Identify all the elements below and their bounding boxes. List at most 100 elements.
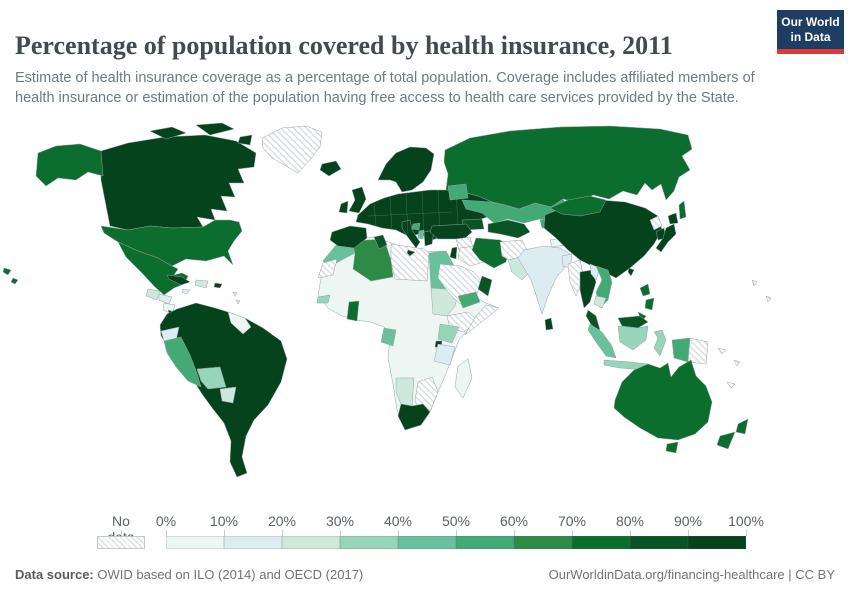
chart-subtitle: Estimate of health insurance coverage as…	[15, 69, 755, 107]
region-libya[interactable]	[390, 243, 430, 282]
legend-tick	[456, 530, 457, 536]
region-philippines[interactable]	[637, 283, 655, 323]
region-italy[interactable]	[401, 219, 421, 257]
legend-bin-10-20%[interactable]	[224, 536, 282, 549]
owid-logo-line2: in Data	[790, 29, 831, 44]
legend-tick	[398, 530, 399, 536]
region-turkey[interactable]	[429, 223, 473, 240]
region-albania[interactable]	[417, 229, 425, 240]
region-south-africa[interactable]	[397, 403, 431, 431]
chart-footer: Data source: OWID based on ILO (2014) an…	[0, 567, 850, 582]
region-sakhalin[interactable]	[678, 200, 687, 220]
legend-bin-0-10%[interactable]	[166, 536, 224, 549]
legend-no-data-swatch[interactable]	[97, 536, 145, 549]
region-kenya[interactable]	[437, 323, 460, 344]
region-scandinavia[interactable]	[377, 146, 435, 193]
data-source-label: Data source:	[15, 567, 94, 582]
region-cuba[interactable]	[166, 274, 191, 286]
owid-url-license[interactable]: OurWorldinData.org/financing-healthcare …	[548, 567, 835, 582]
region-sulawesi[interactable]	[653, 329, 667, 357]
legend-scale-bar	[166, 536, 746, 549]
region-peru[interactable]	[163, 336, 202, 388]
owid-logo[interactable]: Our World in Data	[777, 10, 844, 54]
region-ghana[interactable]	[346, 300, 360, 322]
region-tanzania[interactable]	[433, 343, 456, 366]
region-puerto-rico[interactable]	[213, 282, 223, 289]
legend-bin-50-60%[interactable]	[456, 536, 514, 549]
region-western-sahara[interactable]	[317, 258, 338, 279]
legend-tick	[166, 530, 167, 536]
region-mexico[interactable]	[117, 241, 189, 296]
region-sri-lanka[interactable]	[544, 317, 554, 331]
legend-bin-30-40%[interactable]	[340, 536, 398, 549]
legend-bin-40-50%[interactable]	[398, 536, 456, 549]
region-pacific-islands[interactable]	[751, 279, 772, 303]
region-ireland[interactable]	[338, 200, 349, 214]
region-israel[interactable]	[449, 246, 458, 260]
world-map	[0, 120, 850, 512]
legend-bin-70-80%[interactable]	[572, 536, 630, 549]
region-jamaica[interactable]	[181, 288, 191, 295]
region-oman[interactable]	[477, 275, 493, 297]
region-gabon[interactable]	[380, 327, 397, 347]
region-australia[interactable]	[613, 359, 713, 441]
europe-internal-borders	[367, 189, 459, 237]
region-honduras[interactable]	[158, 293, 173, 305]
legend-tick	[572, 530, 573, 536]
region-fiji-new-caledonia[interactable]	[717, 347, 741, 389]
legend-tick	[746, 530, 747, 536]
region-iberia[interactable]	[329, 225, 368, 249]
region-taiwan[interactable]	[627, 267, 635, 277]
region-new-zealand[interactable]	[716, 418, 749, 450]
region-mongolia[interactable]	[549, 195, 607, 217]
region-lesser-antilles[interactable]	[232, 291, 241, 305]
legend-tick-label: 20%	[267, 513, 297, 529]
data-source: Data source: OWID based on ILO (2014) an…	[15, 567, 363, 582]
legend-tick-label: 100%	[728, 513, 764, 529]
region-uzbekistan-turkmenistan[interactable]	[487, 219, 531, 239]
region-somalia[interactable]	[464, 304, 500, 336]
region-papua-new-guinea[interactable]	[687, 337, 709, 365]
legend-bin-80-90%[interactable]	[630, 536, 688, 549]
region-paraguay[interactable]	[219, 386, 237, 404]
region-sumatra[interactable]	[587, 323, 617, 359]
region-china[interactable]	[543, 199, 663, 279]
legend-bin-20-30%[interactable]	[282, 536, 340, 549]
legend-bin-60-70%[interactable]	[514, 536, 572, 549]
region-russia[interactable]	[443, 125, 693, 210]
region-cambodia[interactable]	[593, 295, 607, 309]
region-canada[interactable]	[100, 122, 257, 231]
legend-no-data-tick	[121, 530, 122, 536]
region-uk[interactable]	[348, 186, 367, 214]
region-iceland[interactable]	[319, 160, 342, 177]
region-tasmania[interactable]	[665, 441, 679, 454]
region-yemen[interactable]	[457, 291, 481, 309]
region-borneo-indonesia[interactable]	[617, 325, 649, 351]
legend-bin-90-100%[interactable]	[688, 536, 746, 549]
legend-tick	[688, 530, 689, 536]
region-west-papua[interactable]	[671, 337, 691, 363]
page-title: Percentage of population covered by heal…	[15, 31, 673, 61]
region-india[interactable]	[517, 245, 571, 315]
legend-tick-label: 70%	[557, 513, 587, 529]
region-senegal-gambia[interactable]	[316, 294, 331, 304]
region-madagascar[interactable]	[454, 358, 473, 399]
world-map-svg	[2, 122, 772, 478]
region-alaska[interactable]	[35, 143, 104, 187]
region-guatemala[interactable]	[145, 288, 161, 301]
region-dominican-republic[interactable]	[194, 279, 209, 289]
data-source-text: OWID based on ILO (2014) and OECD (2017)	[93, 567, 364, 582]
region-greenland[interactable]	[261, 125, 323, 174]
region-hawaii[interactable]	[2, 267, 19, 285]
legend-tick	[282, 530, 283, 536]
region-baltics[interactable]	[447, 183, 469, 201]
region-north-korea[interactable]	[649, 215, 663, 231]
region-borneo-malaysia[interactable]	[617, 315, 649, 329]
legend-tick-label: 80%	[615, 513, 645, 529]
region-guyanas[interactable]	[227, 311, 252, 335]
region-japan[interactable]	[655, 212, 679, 253]
region-tunisia[interactable]	[373, 234, 388, 250]
region-bosnia[interactable]	[411, 222, 421, 231]
region-bolivia[interactable]	[196, 366, 227, 390]
